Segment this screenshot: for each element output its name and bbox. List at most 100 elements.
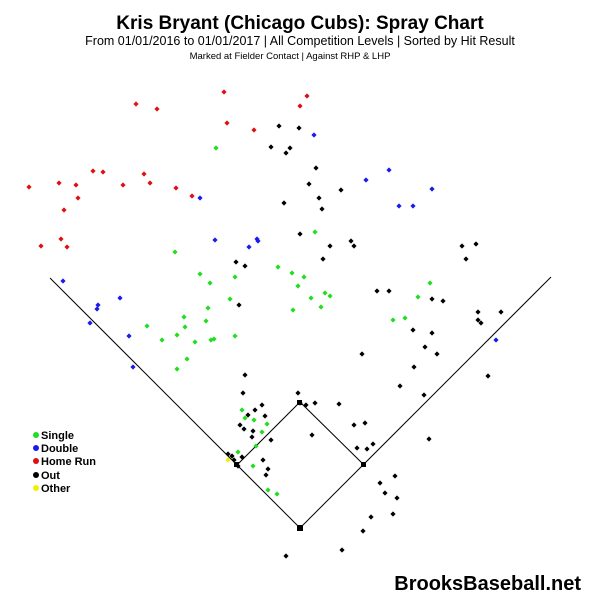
out-point bbox=[374, 288, 380, 294]
out-point bbox=[382, 490, 388, 496]
double-point bbox=[246, 244, 252, 250]
out-point bbox=[463, 256, 469, 262]
out-point bbox=[348, 238, 354, 244]
home-run-point bbox=[120, 182, 126, 188]
double-point bbox=[493, 337, 499, 343]
double-point bbox=[386, 167, 392, 173]
out-point bbox=[297, 231, 303, 237]
out-point bbox=[359, 351, 365, 357]
out-point bbox=[354, 445, 360, 451]
double-point bbox=[130, 364, 136, 370]
out-point bbox=[225, 451, 231, 457]
double-point bbox=[363, 177, 369, 183]
single-point bbox=[203, 318, 209, 324]
home-run-point bbox=[224, 120, 230, 126]
single-point bbox=[390, 317, 396, 323]
single-point bbox=[427, 280, 433, 286]
single-point bbox=[239, 407, 245, 413]
out-point bbox=[276, 123, 282, 129]
out-point bbox=[410, 327, 416, 333]
legend-item-out: Out bbox=[33, 470, 60, 482]
home-run-point bbox=[141, 171, 147, 177]
chart-subtitle: From 01/01/2016 to 01/01/2017 | All Comp… bbox=[85, 34, 515, 48]
double-point bbox=[410, 203, 416, 209]
third-base bbox=[234, 462, 239, 467]
single-point bbox=[290, 307, 296, 313]
home-run-point bbox=[221, 89, 227, 95]
out-point bbox=[362, 420, 368, 426]
legend-marker bbox=[33, 485, 39, 491]
out-point bbox=[262, 413, 268, 419]
single-point bbox=[232, 274, 238, 280]
left-foul-line bbox=[49, 277, 301, 529]
out-point bbox=[263, 472, 269, 478]
out-point bbox=[312, 400, 318, 406]
single-point bbox=[227, 296, 233, 302]
home-run-point bbox=[100, 169, 106, 175]
out-point bbox=[421, 392, 427, 398]
out-point bbox=[319, 206, 325, 212]
out-point bbox=[475, 309, 481, 315]
single-point bbox=[318, 304, 324, 310]
double-point bbox=[396, 203, 402, 209]
legend-label: Double bbox=[41, 443, 78, 455]
home-run-point bbox=[56, 180, 62, 186]
home-run-point bbox=[154, 106, 160, 112]
legend-marker bbox=[33, 432, 39, 438]
single-point bbox=[289, 270, 295, 276]
out-point bbox=[338, 187, 344, 193]
out-point bbox=[242, 372, 248, 378]
out-point bbox=[320, 256, 326, 262]
double-point bbox=[255, 238, 261, 244]
out-point bbox=[252, 407, 258, 413]
out-point bbox=[327, 243, 333, 249]
watermark: BrooksBaseball.net bbox=[394, 573, 581, 595]
out-point bbox=[231, 457, 237, 463]
single-point bbox=[322, 290, 328, 296]
out-point bbox=[459, 243, 465, 249]
out-point bbox=[478, 320, 484, 326]
single-point bbox=[159, 337, 165, 343]
home-run-point bbox=[147, 180, 153, 186]
out-point bbox=[392, 473, 398, 479]
out-point bbox=[309, 432, 315, 438]
right-foul-line bbox=[299, 276, 552, 529]
out-point bbox=[351, 422, 357, 428]
out-point bbox=[236, 302, 242, 308]
home-run-point bbox=[38, 243, 44, 249]
single-point bbox=[211, 336, 217, 342]
out-point bbox=[485, 373, 491, 379]
single-point bbox=[172, 249, 178, 255]
legend: Single Double Home Run Out Other bbox=[33, 430, 96, 495]
double-point bbox=[117, 295, 123, 301]
out-point bbox=[313, 165, 319, 171]
single-point bbox=[327, 293, 333, 299]
double-point bbox=[197, 195, 203, 201]
out-point bbox=[429, 296, 435, 302]
hit-points bbox=[26, 89, 504, 559]
single-point bbox=[415, 294, 421, 300]
out-point bbox=[377, 480, 383, 486]
out-point bbox=[303, 402, 309, 408]
single-point bbox=[192, 339, 198, 345]
out-point bbox=[268, 144, 274, 150]
home-run-point bbox=[73, 182, 79, 188]
out-point bbox=[390, 511, 396, 517]
single-point bbox=[182, 324, 188, 330]
legend-item-home-run: Home Run bbox=[33, 456, 96, 468]
legend-marker bbox=[33, 458, 39, 464]
double-point bbox=[429, 186, 435, 192]
single-point bbox=[181, 314, 187, 320]
out-point bbox=[260, 457, 266, 463]
out-point bbox=[287, 145, 293, 151]
out-point bbox=[440, 298, 446, 304]
single-point bbox=[250, 463, 256, 469]
out-point bbox=[237, 422, 243, 428]
out-point bbox=[306, 181, 312, 187]
home-run-point bbox=[26, 184, 32, 190]
legend-label: Other bbox=[41, 483, 71, 495]
single-point bbox=[174, 366, 180, 372]
single-point bbox=[295, 283, 301, 289]
home-run-point bbox=[173, 185, 179, 191]
